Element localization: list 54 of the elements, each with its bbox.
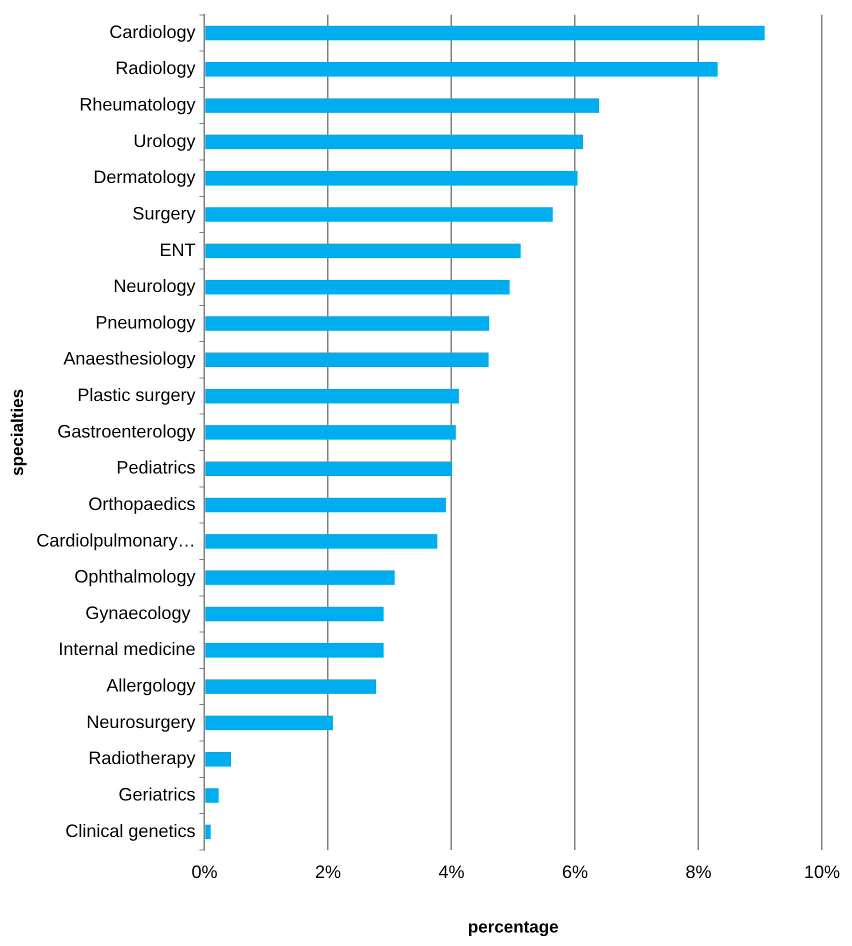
bar <box>205 716 333 730</box>
y-tick-label: Radiotherapy <box>88 748 196 768</box>
bar <box>205 170 578 186</box>
y-tick-label: Geriatrics <box>118 784 196 804</box>
y-tick-label: Cardiolpulmonary… <box>36 530 196 550</box>
bar <box>205 643 384 658</box>
bar <box>205 207 553 222</box>
bar <box>205 824 211 840</box>
x-tick-label: 6% <box>562 862 588 882</box>
y-tick-label: Gynaecology <box>85 602 196 623</box>
y-axis-title: specialties <box>8 388 27 476</box>
bar <box>205 352 489 368</box>
y-tick-label: Allergology <box>106 676 196 696</box>
y-tick-label: Cardiology <box>109 22 196 42</box>
bar <box>205 26 765 40</box>
bar <box>205 388 459 404</box>
bar <box>205 679 376 694</box>
bar <box>205 134 584 150</box>
x-tick-label: 10% <box>804 862 840 882</box>
bar <box>205 62 718 77</box>
y-tick-label: Pneumology <box>95 312 196 332</box>
bar <box>205 98 600 113</box>
x-tick-label: 2% <box>314 862 341 882</box>
y-tick-label: Plastic surgery <box>77 385 196 406</box>
y-tick-label: Surgery <box>132 203 196 224</box>
bar <box>205 461 452 476</box>
y-tick-label: ENT <box>159 240 196 260</box>
x-axis-title: percentage <box>468 917 559 936</box>
y-tick-label: Internal medicine <box>58 639 196 660</box>
bar <box>205 534 438 549</box>
bar <box>205 498 446 512</box>
y-tick-label: Orthopaedics <box>88 494 196 514</box>
bar <box>205 244 521 258</box>
bar <box>205 570 395 585</box>
y-tick-label: Radiology <box>115 58 196 78</box>
y-tick-label: Neurology <box>113 276 196 296</box>
y-tick-label: Gastroenterology <box>57 421 196 442</box>
y-tick-label: Anaesthesiology <box>63 348 196 369</box>
x-tick-label: 4% <box>438 862 464 882</box>
y-tick-label: Neurosurgery <box>86 712 196 732</box>
x-tick-label: 8% <box>685 862 712 882</box>
y-tick-label: Urology <box>133 130 196 151</box>
y-tick-label: Rheumatology <box>79 94 196 115</box>
bar <box>205 752 232 766</box>
bar <box>205 606 384 622</box>
bar <box>205 280 510 294</box>
y-tick-label: Clinical genetics <box>65 820 196 841</box>
y-tick-label: Dermatology <box>93 167 196 188</box>
bar <box>205 788 219 803</box>
bar <box>205 425 456 440</box>
x-tick-label: 0% <box>191 862 218 882</box>
y-tick-label: Pediatrics <box>116 458 196 478</box>
y-tick-label: Ophthalmology <box>74 566 196 587</box>
bar <box>205 316 490 331</box>
